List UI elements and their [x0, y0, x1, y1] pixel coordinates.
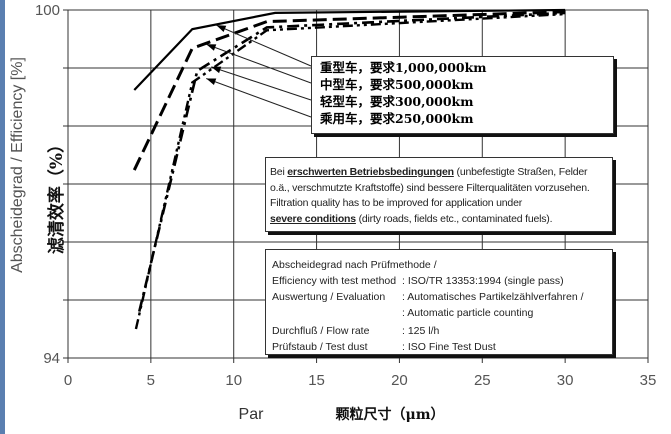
- method-value: : Automatisches Partikelzählverfahren /: [402, 291, 584, 303]
- arrowhead-icon: [211, 66, 222, 74]
- y-tick-label: 100: [35, 2, 60, 19]
- x-tick-label: 5: [147, 372, 155, 389]
- legend-arrow: [216, 24, 312, 67]
- note-text: Filtration quality has to be improved fo…: [270, 197, 523, 209]
- note-text: (dirty roads, fields etc., contaminated …: [355, 212, 553, 225]
- series-line-3: [137, 11, 566, 312]
- y-axis-label-cn: 滤清效率（%）: [46, 136, 67, 254]
- legend-item: 中型车，要求500,000km: [320, 77, 474, 92]
- arrowhead-icon: [206, 78, 217, 85]
- x-tick-label: 0: [64, 372, 72, 389]
- series-line-1: [133, 8, 566, 91]
- method-key: Auswertung / Evaluation: [272, 291, 386, 303]
- left-edge-strip: [0, 0, 5, 434]
- test-method-box: Abscheidegrad nach Prüfmethode / Efficie…: [265, 249, 613, 355]
- method-value: : ISO Fine Test Dust: [402, 341, 496, 353]
- x-tick-label: 20: [391, 372, 408, 389]
- note-emphasis: severe conditions: [270, 212, 356, 225]
- legend-arrow: [206, 43, 312, 84]
- x-axis-label: Par: [239, 406, 265, 423]
- method-key: Durchfluß / Flow rate: [272, 325, 370, 337]
- severe-conditions-note: Bei erschwerten Betriebsbedingungen (unb…: [265, 157, 613, 232]
- y-tick-label: 94: [43, 350, 60, 367]
- legend-arrow: [206, 78, 312, 118]
- legend-item: 乘用车，要求250,000km: [320, 111, 474, 126]
- y-axis-label: Abscheidegrad / Efficiency [%]: [9, 57, 26, 273]
- method-key: Prüfstaub / Test dust: [272, 341, 368, 353]
- x-tick-label: 10: [225, 372, 242, 389]
- x-axis-label-cn: 颗粒尺寸（μm）: [335, 406, 444, 423]
- x-tick-label: 15: [308, 372, 325, 389]
- note-text: o.ä., verschmutzte Kraftstoffe) sind bes…: [270, 181, 590, 194]
- x-tick-label: 25: [474, 372, 491, 389]
- method-title: Abscheidegrad nach Prüfmethode /: [272, 259, 437, 271]
- method-key: Efficiency with test method: [272, 275, 397, 287]
- x-tick-label: 30: [557, 372, 574, 389]
- method-value: : 125 l/h: [402, 325, 440, 337]
- legend: 重型车，要求1,000,000km 中型车，要求500,000km 轻型车，要求…: [311, 56, 614, 134]
- method-key: [272, 305, 402, 321]
- arrowhead-icon: [206, 44, 217, 51]
- method-value: : ISO/TR 13353:1994 (single pass): [402, 275, 564, 287]
- series-line-4: [134, 12, 566, 330]
- legend-item: 重型车，要求1,000,000km: [320, 60, 487, 75]
- series-line-2: [132, 10, 566, 171]
- legend-item: 轻型车，要求300,000km: [320, 94, 474, 109]
- note-text: (unbefestigte Straßen, Felder: [453, 166, 588, 178]
- x-tick-label: 35: [640, 372, 657, 389]
- note-emphasis: erschwerten Betriebsbedingungen: [287, 166, 454, 178]
- method-value: : Automatic particle counting: [402, 307, 534, 319]
- arrowhead-icon: [216, 25, 227, 33]
- note-text: Bei: [270, 166, 288, 178]
- legend-arrow: [211, 66, 312, 101]
